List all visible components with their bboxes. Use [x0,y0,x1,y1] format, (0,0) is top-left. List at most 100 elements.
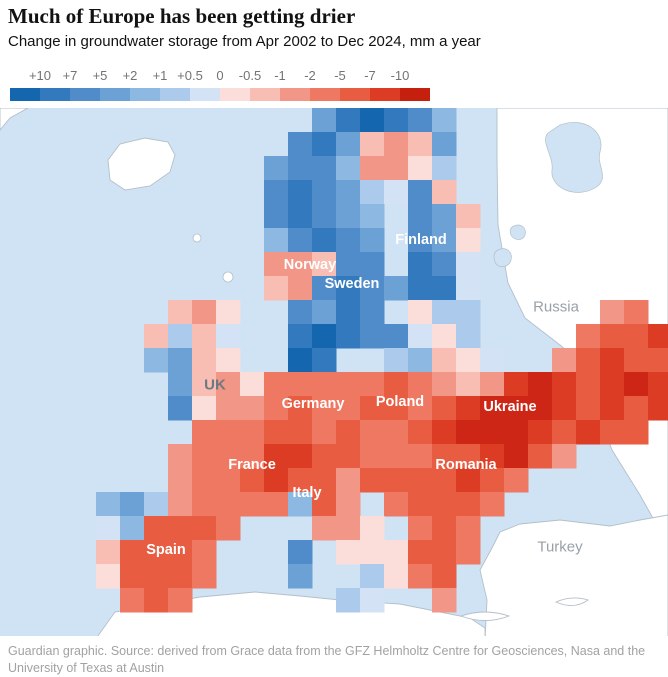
map-cell [384,372,409,397]
map-cell [624,300,649,325]
map-cell [264,468,289,493]
map-cell [408,228,433,253]
map-canvas [0,108,668,636]
map-cell [528,396,553,421]
map-cell [624,396,649,421]
map-cell [216,492,241,517]
map-cell [480,396,505,421]
map-cell [384,564,409,589]
map-cell [288,132,313,157]
map-cell [312,492,337,517]
legend-tick-label: +10 [28,68,52,83]
map-cell [360,324,385,349]
map-cell [576,396,601,421]
greenland-corner [0,108,29,131]
map-cell [480,468,505,493]
map-cell [648,324,668,349]
legend: +10 +7 +5 +2 +1 +0.5 0 -0.5 -1 -2 -5 -7 -10 [10,68,440,104]
map-cell [312,204,337,229]
legend-tick-label: -5 [334,68,346,83]
map-cell [432,108,457,133]
map-cell [312,300,337,325]
map-cell [240,492,265,517]
lake-onega [509,224,526,240]
map-cell [384,468,409,493]
map-cell [336,372,361,397]
map-cell [408,180,433,205]
source-attribution: Guardian graphic. Source: derived from G… [8,644,646,675]
legend-color-segment [70,88,100,101]
map-cell [456,492,481,517]
map-cell [624,348,649,373]
map-cell [456,276,481,301]
map-cell [432,444,457,469]
legend-tick-label: -2 [304,68,316,83]
map-cell [408,468,433,493]
map-cell [384,540,409,565]
map-cell [264,420,289,445]
map-cell [360,516,385,541]
map-cell [408,276,433,301]
legend-tick-label: -10 [390,68,410,83]
map-cell [432,276,457,301]
map-cell [408,108,433,133]
map-cell [168,324,193,349]
map-cell [336,252,361,277]
map-cell [432,300,457,325]
map-cell [336,444,361,469]
map-cell [168,300,193,325]
map-cell [360,420,385,445]
legend-color-segment [310,88,340,101]
map-cell [360,108,385,133]
map-cell [312,108,337,133]
map-cell [312,324,337,349]
map-cell [336,420,361,445]
map-cell [312,132,337,157]
map-cell [216,372,241,397]
map-cell [168,444,193,469]
map-cell [360,180,385,205]
map-cell [408,564,433,589]
map-cell [360,252,385,277]
map-cell [192,444,217,469]
map-cell [240,468,265,493]
map-cell [360,132,385,157]
map-cell [408,420,433,445]
page-subtitle: Change in groundwater storage from Apr 2… [8,33,481,50]
map-cell [384,348,409,373]
map-cell [336,540,361,565]
map-cell [288,276,313,301]
map-cell [384,108,409,133]
legend-tick-label: -1 [274,68,286,83]
map-cell [288,372,313,397]
map-cell [648,396,668,421]
map-cell [216,348,241,373]
map-cell [192,564,217,589]
map-cell [432,324,457,349]
legend-color-segment [280,88,310,101]
legend-colorbar [10,88,430,101]
map-cell [432,588,457,613]
map-cell [216,420,241,445]
crete-island [459,611,511,621]
map-cell [456,420,481,445]
map-cell [192,324,217,349]
map-cell [600,324,625,349]
map-cell [408,540,433,565]
map-cell [456,252,481,277]
map-cell [336,204,361,229]
map-cell [432,180,457,205]
map-cell [408,348,433,373]
map-cell [408,132,433,157]
map-cell [192,396,217,421]
map-cell [432,204,457,229]
map-cell [432,348,457,373]
map-cell [216,396,241,421]
map-cell [408,372,433,397]
map-cell [144,564,169,589]
map-cell [480,492,505,517]
map-cell [288,300,313,325]
map-cell [576,372,601,397]
map-cell [312,420,337,445]
map-cell [408,516,433,541]
